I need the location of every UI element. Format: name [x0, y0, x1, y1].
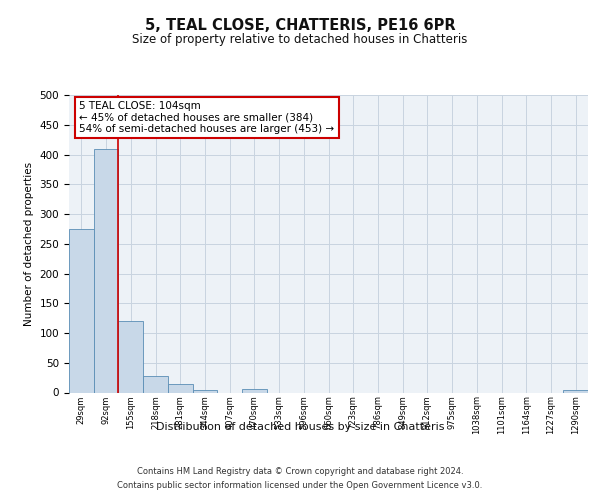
- Bar: [94, 148, 118, 392]
- Bar: [563, 390, 588, 392]
- Bar: [168, 384, 193, 392]
- Text: 5 TEAL CLOSE: 104sqm
← 45% of detached houses are smaller (384)
54% of semi-deta: 5 TEAL CLOSE: 104sqm ← 45% of detached h…: [79, 101, 335, 134]
- Bar: [69, 229, 94, 392]
- Bar: [193, 390, 217, 392]
- Bar: [242, 389, 267, 392]
- Text: Contains public sector information licensed under the Open Government Licence v3: Contains public sector information licen…: [118, 481, 482, 490]
- Text: Contains HM Land Registry data © Crown copyright and database right 2024.: Contains HM Land Registry data © Crown c…: [137, 468, 463, 476]
- Text: Distribution of detached houses by size in Chatteris: Distribution of detached houses by size …: [156, 422, 444, 432]
- Text: 5, TEAL CLOSE, CHATTERIS, PE16 6PR: 5, TEAL CLOSE, CHATTERIS, PE16 6PR: [145, 18, 455, 32]
- Y-axis label: Number of detached properties: Number of detached properties: [24, 162, 34, 326]
- Bar: [118, 321, 143, 392]
- Text: Size of property relative to detached houses in Chatteris: Size of property relative to detached ho…: [133, 32, 467, 46]
- Bar: [143, 376, 168, 392]
